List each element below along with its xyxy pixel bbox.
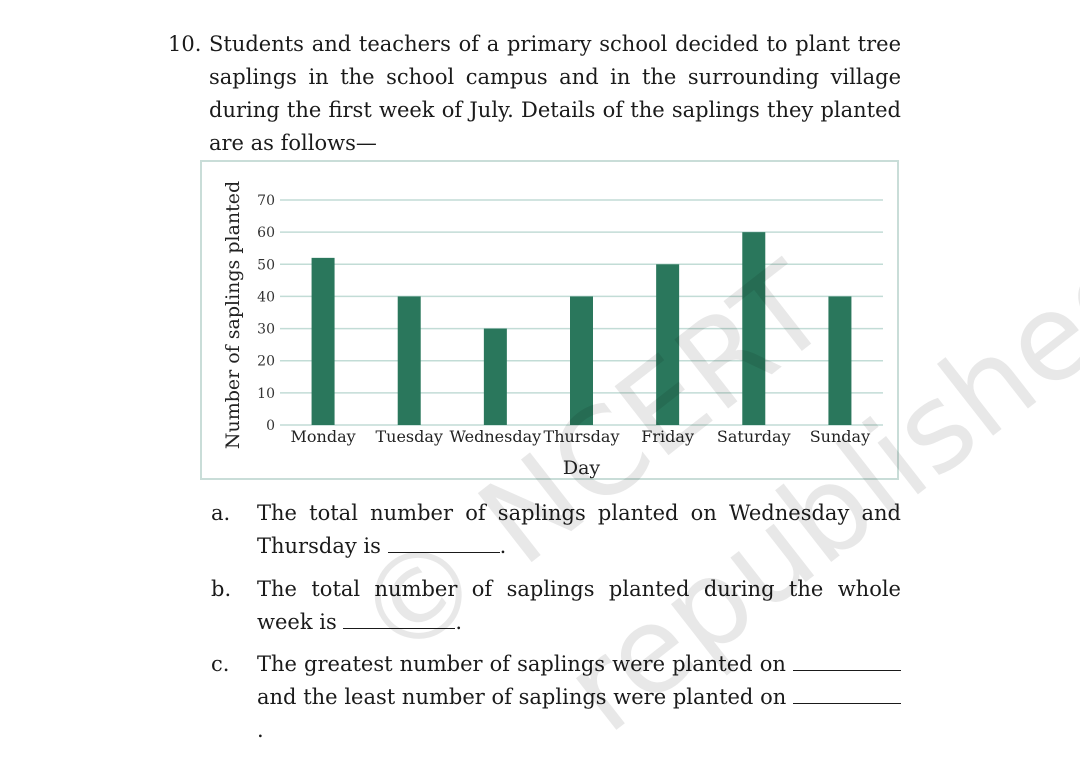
- subquestion-b-end: .: [455, 610, 463, 634]
- subquestion-b-text: The total number of saplings planted dur…: [257, 577, 901, 634]
- bar-tuesday: [397, 296, 421, 425]
- y-tick-label-0: 0: [266, 418, 275, 434]
- chart-frame: 0 10 20 30 40 50 60 70 Monday Tuesday Wednesday Thu…: [200, 160, 899, 480]
- bar-friday: [656, 264, 680, 425]
- subquestion-c-end: .: [257, 718, 264, 742]
- subquestion-b: The total number of saplings planted dur…: [257, 573, 901, 639]
- subquestion-c-letter: c.: [211, 652, 230, 676]
- bar-thursday: [570, 296, 593, 425]
- subquestion-c: The greatest number of saplings were pla…: [257, 648, 901, 747]
- subquestion-a-letter: a.: [211, 501, 231, 525]
- subquestion-b-letter: b.: [211, 577, 232, 601]
- y-tick-label-70: 70: [257, 193, 275, 209]
- x-tick-label-thursday: Thursday: [544, 427, 620, 446]
- x-tick-label-tuesday: Tuesday: [375, 427, 442, 446]
- x-tick-label-sunday: Sunday: [810, 427, 870, 446]
- bar-monday: [311, 257, 335, 425]
- x-tick-label-saturday: Saturday: [717, 427, 791, 446]
- subquestion-a-end: .: [499, 534, 507, 558]
- subquestion-c-text-2: and the least number of saplings were pl…: [257, 685, 787, 709]
- subquestion-a: The total number of saplings planted on …: [257, 497, 901, 563]
- answer-blank-b[interactable]: [343, 610, 456, 629]
- y-tick-label-40: 40: [257, 289, 275, 305]
- bar-wednesday: [483, 328, 507, 425]
- subquestion-c-text-1: The greatest number of saplings were pla…: [257, 652, 786, 676]
- y-tick-label-60: 60: [257, 225, 275, 241]
- y-axis-label: Number of saplings planted: [222, 181, 244, 449]
- y-tick-label-10: 10: [257, 386, 275, 402]
- x-tick-label-monday: Monday: [291, 427, 356, 446]
- y-tick-label-50: 50: [257, 257, 275, 273]
- question-text: Students and teachers of a primary schoo…: [209, 32, 901, 155]
- answer-blank-a[interactable]: [387, 534, 500, 553]
- question-number: 10.: [168, 32, 202, 56]
- x-tick-label-friday: Friday: [641, 427, 694, 446]
- answer-blank-c1[interactable]: [792, 652, 901, 671]
- bar-sunday: [828, 296, 852, 425]
- bar-saturday: [742, 232, 766, 425]
- answer-blank-c2[interactable]: [792, 685, 901, 704]
- y-tick-label-20: 20: [257, 354, 275, 370]
- subquestion-a-text: The total number of saplings planted on …: [257, 501, 901, 558]
- y-tick-label-30: 30: [257, 322, 275, 338]
- x-axis-label: Day: [563, 457, 601, 479]
- bar-chart: 0 10 20 30 40 50 60 70 Monday Tuesday Wednesday Thu…: [222, 181, 883, 479]
- x-tick-label-wednesday: Wednesday: [450, 427, 542, 446]
